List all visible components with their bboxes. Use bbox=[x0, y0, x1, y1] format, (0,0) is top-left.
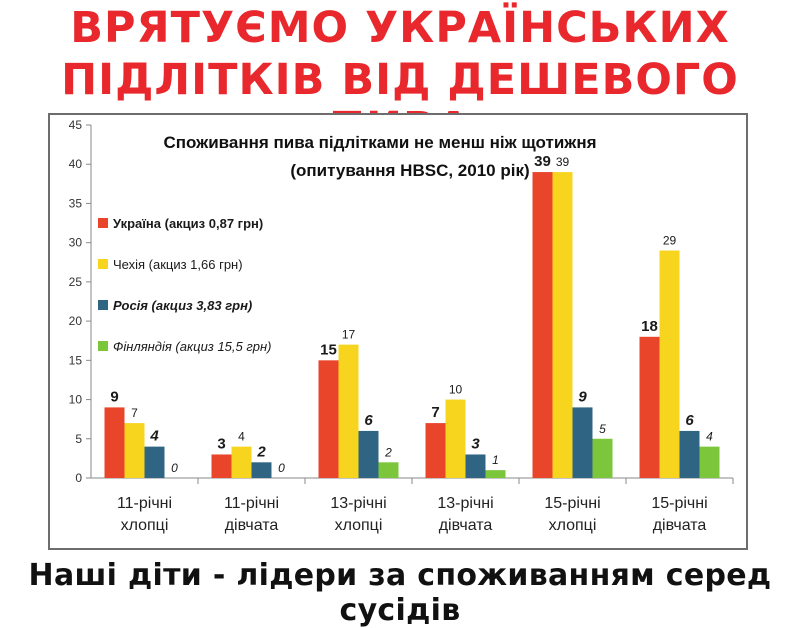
data-label: 10 bbox=[449, 383, 463, 397]
legend-swatch bbox=[98, 341, 108, 351]
y-tick-label: 5 bbox=[75, 432, 82, 446]
data-label: 6 bbox=[685, 412, 694, 429]
bar bbox=[592, 438, 613, 478]
y-tick-label: 30 bbox=[69, 236, 83, 250]
bar bbox=[124, 423, 145, 478]
data-label: 29 bbox=[663, 234, 677, 248]
legend-swatch bbox=[98, 300, 108, 310]
x-tick-label: дівчата bbox=[439, 517, 493, 534]
bar bbox=[639, 336, 660, 478]
bar bbox=[699, 446, 720, 478]
data-label: 5 bbox=[599, 422, 606, 436]
bar bbox=[659, 250, 680, 478]
data-label: 2 bbox=[384, 445, 392, 459]
data-label: 7 bbox=[131, 406, 138, 420]
data-label: 17 bbox=[342, 328, 356, 342]
legend-label: Чехія (акциз 1,66 грн) bbox=[113, 257, 243, 272]
y-tick-label: 15 bbox=[69, 353, 83, 367]
data-label: 4 bbox=[149, 428, 159, 445]
bar bbox=[425, 423, 446, 478]
data-label: 7 bbox=[431, 404, 439, 421]
y-tick-label: 10 bbox=[69, 393, 83, 407]
bar-chart: 05101520253035404511-річніхлопці974011-р… bbox=[69, 118, 734, 534]
data-label: 6 bbox=[364, 412, 373, 429]
y-tick-label: 45 bbox=[69, 118, 83, 132]
bar bbox=[144, 446, 165, 478]
chart-frame: 0 5 10 15 20 25 30 35 40 45 11-річні хлопці 9 7 4 0 11-р… bbox=[48, 113, 748, 550]
y-tick-label: 20 bbox=[69, 314, 83, 328]
x-tick-label: дівчата bbox=[653, 517, 707, 534]
headline-line-1: ВРЯТУЄМО УКРАЇНСЬКИХ bbox=[70, 3, 730, 53]
chart-title: Споживання пива підлітками не менш ніж щ… bbox=[163, 133, 596, 152]
bar bbox=[338, 344, 359, 478]
x-tick-label: 11-річні bbox=[117, 495, 172, 512]
legend-label: Україна (акциз 0,87 грн) bbox=[113, 216, 263, 231]
bar bbox=[378, 462, 399, 478]
x-tick-label: 13-річні bbox=[330, 495, 386, 512]
data-label: 2 bbox=[256, 443, 266, 460]
x-tick-label: 11-річні bbox=[224, 495, 279, 512]
legend-label: Фінляндія (акциз 15,5 грн) bbox=[113, 339, 272, 354]
data-label: 9 bbox=[578, 388, 587, 405]
bar bbox=[231, 446, 252, 478]
y-tick-label: 0 bbox=[75, 471, 82, 485]
bar bbox=[552, 172, 573, 479]
bar bbox=[251, 462, 272, 478]
data-label: 1 bbox=[492, 453, 499, 467]
x-tick-label: 13-річні bbox=[437, 495, 493, 512]
data-label: 9 bbox=[110, 388, 118, 405]
bar bbox=[318, 360, 339, 478]
bar bbox=[679, 430, 700, 478]
bar bbox=[485, 470, 506, 478]
data-label: 0 bbox=[171, 461, 178, 475]
y-tick-label: 35 bbox=[69, 196, 83, 210]
x-tick-label: 15-річні bbox=[544, 495, 600, 512]
bar bbox=[532, 172, 553, 479]
x-tick-label: хлопці bbox=[335, 517, 383, 534]
data-label: 4 bbox=[238, 430, 245, 444]
data-label: 3 bbox=[217, 435, 225, 452]
bar bbox=[465, 454, 486, 478]
data-label: 39 bbox=[534, 153, 551, 170]
data-label: 0 bbox=[278, 461, 285, 475]
bar bbox=[572, 407, 593, 478]
x-tick-label: хлопці bbox=[121, 517, 169, 534]
footer-slogan: Наші діти - лідери за споживанням серед … bbox=[28, 558, 772, 628]
y-tick-label: 40 bbox=[69, 157, 83, 171]
data-label: 4 bbox=[706, 430, 713, 444]
bar bbox=[445, 399, 466, 478]
legend-label: Росія (акциз 3,83 грн) bbox=[113, 298, 252, 313]
bar bbox=[104, 407, 125, 478]
x-tick-label: хлопці bbox=[549, 517, 597, 534]
legend-swatch bbox=[98, 218, 108, 228]
data-label: 18 bbox=[641, 318, 658, 335]
data-label: 3 bbox=[471, 435, 480, 452]
x-tick-label: 15-річні bbox=[651, 495, 707, 512]
y-tick-label: 25 bbox=[69, 275, 83, 289]
data-label: 39 bbox=[556, 155, 570, 169]
x-tick-label: дівчата bbox=[225, 517, 279, 534]
bar bbox=[358, 430, 379, 478]
data-label: 15 bbox=[320, 341, 337, 358]
bar bbox=[211, 454, 232, 478]
legend-swatch bbox=[98, 259, 108, 269]
chart-subtitle: (опитування HBSC, 2010 рік) bbox=[290, 161, 529, 180]
